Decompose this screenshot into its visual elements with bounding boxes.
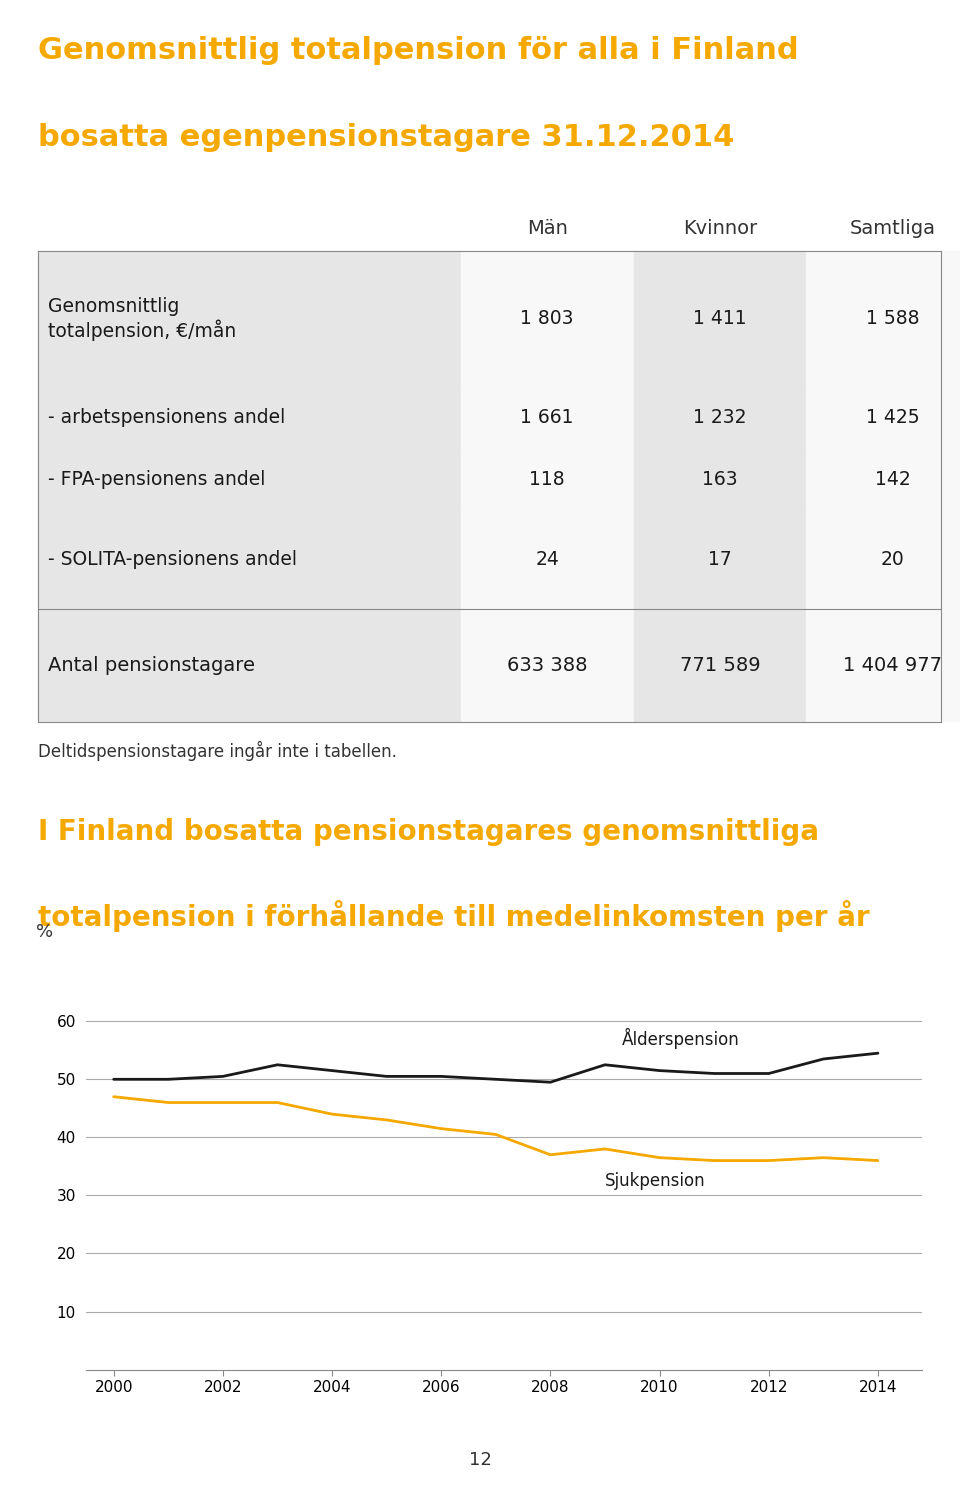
Bar [634,512,806,608]
Text: Ålderspension: Ålderspension [621,1028,739,1049]
Text: 1 404 977: 1 404 977 [843,656,943,676]
Text: - FPA-pensionens andel: - FPA-pensionens andel [48,471,265,489]
Text: 1 588: 1 588 [866,309,920,328]
Text: 24: 24 [536,551,559,569]
Bar [634,448,806,512]
Bar [38,608,461,722]
Bar [634,251,806,387]
Bar [461,608,634,722]
Bar [806,387,960,448]
Bar [806,448,960,512]
Text: 1 661: 1 661 [520,408,574,427]
Text: 1 425: 1 425 [866,408,920,427]
Bar [38,387,461,448]
Text: 163: 163 [702,471,738,489]
Text: 771 589: 771 589 [680,656,760,676]
Bar [806,608,960,722]
Text: I Finland bosatta pensionstagares genomsnittliga: I Finland bosatta pensionstagares genoms… [38,817,820,846]
Text: 1 411: 1 411 [693,309,747,328]
Text: 1 232: 1 232 [693,408,747,427]
Bar [634,608,806,722]
Bar [38,251,461,387]
Text: Sjukpension: Sjukpension [605,1172,706,1190]
Text: - arbetspensionens andel: - arbetspensionens andel [48,408,285,427]
Text: Män: Män [527,218,567,238]
Text: 118: 118 [529,471,565,489]
Bar [461,251,634,387]
Text: 633 388: 633 388 [507,656,588,676]
Bar [38,448,461,512]
Text: Antal pensionstagare: Antal pensionstagare [48,656,255,676]
Bar [806,251,960,387]
Text: 12: 12 [468,1451,492,1469]
Text: Genomsnittlig totalpension för alla i Finland: Genomsnittlig totalpension för alla i Fi… [38,36,799,65]
Text: Deltidspensionstagare ingår inte i tabellen.: Deltidspensionstagare ingår inte i tabel… [38,740,397,762]
Text: 1 803: 1 803 [520,309,574,328]
Text: Samtliga: Samtliga [850,218,936,238]
Text: - SOLITA-pensionens andel: - SOLITA-pensionens andel [48,551,297,569]
Bar [461,387,634,448]
Text: 20: 20 [881,551,904,569]
Bar [461,448,634,512]
Text: 142: 142 [875,471,911,489]
Text: bosatta egenpensionstagare 31.12.2014: bosatta egenpensionstagare 31.12.2014 [38,123,734,152]
Text: totalpension i förhållande till medelinkomsten per år: totalpension i förhållande till medelink… [38,900,870,932]
Text: %: % [36,923,54,941]
Bar [806,512,960,608]
Text: Kvinnor: Kvinnor [683,218,757,238]
Bar [634,387,806,448]
Bar [38,512,461,608]
Bar [461,512,634,608]
Text: Genomsnittlig
totalpension, €/mån: Genomsnittlig totalpension, €/mån [48,296,236,340]
Text: 17: 17 [708,551,732,569]
